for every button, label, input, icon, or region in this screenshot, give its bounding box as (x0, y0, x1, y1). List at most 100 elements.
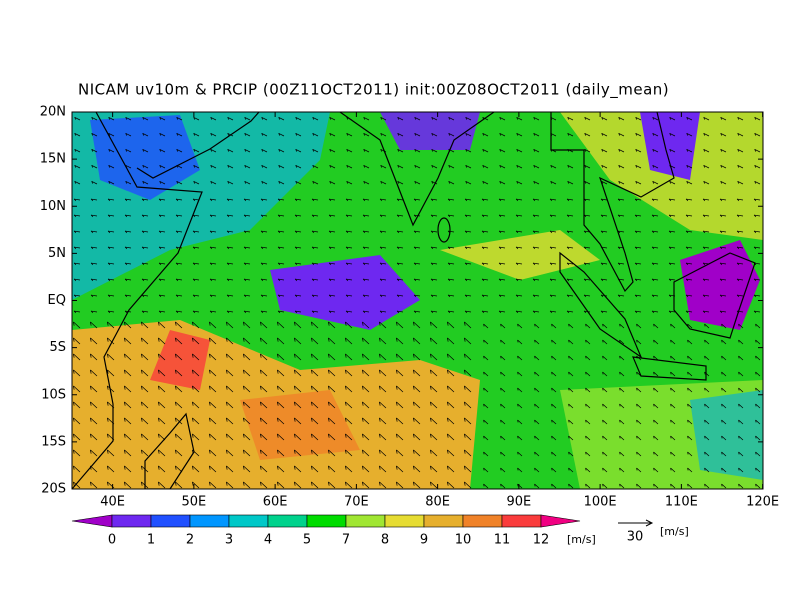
wind-vector (328, 214, 336, 218)
wind-vector (379, 417, 387, 425)
wind-vector (91, 133, 98, 137)
wind-vector (516, 117, 523, 121)
wind-vector (192, 230, 200, 234)
wind-vector (192, 401, 200, 409)
wind-vector (431, 133, 438, 137)
wind-vector (583, 294, 591, 298)
wind-vector (413, 385, 421, 393)
wind-vector (397, 117, 404, 121)
wind-vector (226, 465, 234, 473)
wind-vector (311, 433, 319, 441)
wind-vector (618, 181, 625, 185)
wind-vector (142, 181, 149, 185)
vector-key-arrowhead (645, 519, 654, 527)
wind-vector (124, 294, 132, 298)
wind-vector (209, 465, 217, 473)
wind-vector (619, 387, 625, 393)
wind-vector (498, 278, 506, 282)
wind-vector (753, 198, 761, 202)
wind-vector (379, 369, 387, 377)
wind-vector (753, 278, 761, 282)
wind-vector (551, 387, 557, 393)
wind-vector (566, 214, 574, 218)
lat-label: 10N (40, 199, 66, 214)
wind-vector (517, 323, 523, 329)
wind-vector (516, 181, 523, 185)
wind-vector (670, 339, 676, 345)
wind-vector (755, 355, 761, 361)
wind-vector (720, 181, 727, 185)
wind-vector (483, 419, 489, 425)
wind-vector (483, 483, 489, 489)
wind-vector (738, 451, 744, 457)
wind-vector (687, 403, 693, 409)
colorbar-triangle (540, 514, 581, 528)
wind-vector (549, 278, 557, 282)
wind-vector (73, 321, 81, 329)
wind-vector (124, 465, 132, 473)
wind-vector (227, 117, 234, 121)
wind-vector (277, 353, 285, 361)
wind-vector (176, 133, 183, 137)
wind-vector (430, 214, 438, 218)
wind-vector (414, 117, 421, 121)
wind-vector (737, 117, 744, 121)
wind-vector (685, 310, 693, 314)
wind-vector (533, 165, 540, 169)
wind-vector (192, 337, 200, 345)
vector-key-value: 30 (627, 530, 644, 545)
wind-vector (108, 165, 115, 169)
wind-vector (192, 294, 200, 298)
wind-vector (755, 435, 761, 441)
wind-vector (311, 449, 319, 457)
wind-vector (721, 435, 727, 441)
wind-vector (584, 181, 591, 185)
wind-vector (90, 433, 98, 441)
wind-vector (277, 385, 285, 393)
wind-vector (500, 451, 506, 457)
wind-vector (107, 449, 115, 457)
wind-vector (686, 149, 693, 153)
wind-vector (311, 337, 319, 345)
colorbar-label: 10 (455, 533, 472, 548)
wind-vector (670, 467, 676, 473)
wind-vector (345, 337, 353, 345)
wind-vector (533, 181, 540, 185)
wind-vector (601, 165, 608, 169)
wind-vector (670, 483, 676, 489)
wind-vector (703, 133, 710, 137)
wind-vector (312, 181, 319, 185)
wind-vector (551, 339, 557, 345)
wind-vector (328, 385, 336, 393)
wind-vector (124, 433, 132, 441)
wind-vector (90, 449, 98, 457)
wind-vector (464, 465, 472, 473)
wind-vector (294, 321, 302, 329)
wind-vector (737, 165, 744, 169)
wind-vector (141, 294, 149, 298)
wind-vector (584, 165, 591, 169)
wind-vector (753, 294, 761, 298)
wind-vector (464, 337, 472, 345)
wind-vector (704, 323, 710, 329)
wind-vector (141, 230, 149, 234)
wind-vector (243, 310, 251, 314)
wind-vector (328, 353, 336, 361)
wind-vector (396, 198, 404, 202)
wind-vector (328, 337, 336, 345)
wind-vector (141, 246, 149, 250)
wind-vector (652, 117, 659, 121)
wind-vector (568, 419, 574, 425)
wind-vector (464, 230, 472, 234)
wind-vector (73, 214, 81, 218)
wind-vector (618, 149, 625, 153)
wind-vector (481, 198, 489, 202)
wind-vector (551, 323, 557, 329)
wind-vector (396, 230, 404, 234)
wind-vector (278, 133, 285, 137)
wind-vector (702, 246, 710, 250)
wind-vector (345, 321, 353, 329)
wind-vector (328, 433, 336, 441)
wind-vector (124, 481, 132, 489)
wind-vector (363, 181, 370, 185)
